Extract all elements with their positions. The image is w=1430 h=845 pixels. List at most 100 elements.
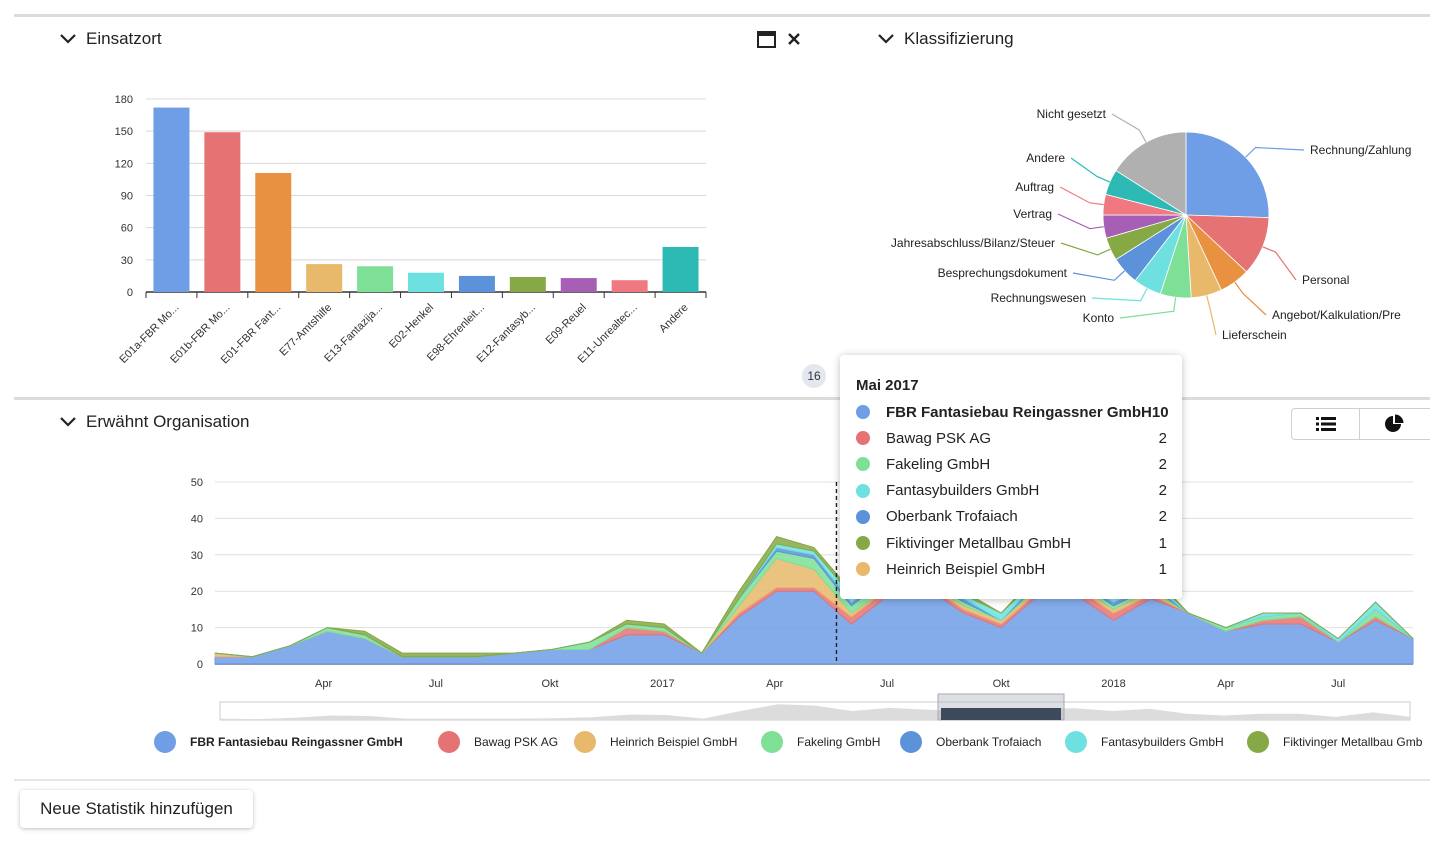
legend-item[interactable]: FBR Fantasiebau Reingassner GmbH xyxy=(154,730,403,754)
chevron-down-icon xyxy=(878,34,894,44)
tooltip-row: Fantasybuilders GmbH 2 xyxy=(856,481,1167,501)
y-tick-label: 0 xyxy=(127,287,133,299)
organisation-header[interactable]: Erwähnt Organisation xyxy=(60,412,249,432)
legend-label: Fiktivinger Metallbau Gmb xyxy=(1283,735,1423,749)
pie-label: Personal xyxy=(1302,273,1349,287)
y-tick-label: 180 xyxy=(115,94,133,106)
count-badge: 16 xyxy=(802,364,826,388)
klassifizierung-pie-chart: Rechnung/Zahlung Personal Angebot/Kalkulat… xyxy=(891,107,1412,342)
pie-connector xyxy=(1206,295,1217,336)
x-tick-label: Apr xyxy=(315,678,332,690)
pie-chart-icon xyxy=(1384,414,1403,432)
einsatzort-header[interactable]: Einsatzort xyxy=(60,29,162,49)
x-tick-label: 2018 xyxy=(1101,678,1125,690)
pie-connector xyxy=(1072,270,1126,281)
klassifizierung-header[interactable]: Klassifizierung xyxy=(878,29,1014,49)
bar xyxy=(611,280,648,292)
y-tick-label: 120 xyxy=(115,158,133,170)
legend-item[interactable]: Heinrich Beispiel GmbH xyxy=(574,730,737,754)
y-tick-label: 90 xyxy=(121,191,133,203)
x-tick-label: 2017 xyxy=(650,678,674,690)
tooltip-series-value: 1 xyxy=(1158,534,1167,552)
x-tick-label: Apr xyxy=(766,678,783,690)
x-tick-label: Okt xyxy=(542,678,559,690)
add-statistic-button[interactable]: Neue Statistik hinzufügen xyxy=(20,790,253,828)
legend-label: Fakeling GmbH xyxy=(797,735,881,749)
tooltip-series-name: Oberbank Trofaiach xyxy=(886,508,1018,526)
y-tick-label: 10 xyxy=(191,623,203,635)
y-tick-label: 150 xyxy=(115,126,133,138)
pie-label: Auftrag xyxy=(1015,180,1054,194)
einsatzort-title: Einsatzort xyxy=(86,29,162,48)
list-view-button[interactable] xyxy=(1292,409,1359,439)
chevron-down-icon xyxy=(60,417,76,427)
y-tick-label: 40 xyxy=(191,513,203,525)
x-tick-label: E02-Henkel xyxy=(387,302,436,351)
legend-label: Heinrich Beispiel GmbH xyxy=(610,735,738,749)
tooltip-series-value: 2 xyxy=(1158,482,1167,500)
y-tick-label: 50 xyxy=(191,477,203,489)
y-tick-label: 30 xyxy=(191,550,203,562)
legend-dot xyxy=(154,731,176,753)
legend-label: Oberbank Trofaiach xyxy=(936,735,1042,749)
bar xyxy=(560,278,597,292)
y-tick-label: 30 xyxy=(121,255,133,267)
pie-connector xyxy=(1070,157,1111,183)
x-tick-label: Andere xyxy=(657,302,691,336)
legend-item[interactable]: Oberbank Trofaiach xyxy=(900,730,1041,754)
pie-label: Andere xyxy=(1026,151,1065,165)
bar xyxy=(306,264,343,292)
close-icon[interactable] xyxy=(787,32,801,51)
x-tick-label: Okt xyxy=(993,678,1010,690)
pie-label: Jahresabschluss/Bilanz/Steuer xyxy=(891,236,1055,250)
pie-connector xyxy=(1059,186,1104,206)
organisation-title: Erwähnt Organisation xyxy=(86,412,250,431)
legend-item[interactable]: Fiktivinger Metallbau Gmb xyxy=(1247,730,1422,754)
tooltip-title: Mai 2017 xyxy=(856,377,919,394)
pie-connector xyxy=(1245,146,1305,158)
legend-dot xyxy=(900,731,922,753)
x-tick-label: Apr xyxy=(1217,678,1234,690)
view-toggle xyxy=(1291,408,1430,440)
pie-label: Konto xyxy=(1083,311,1115,325)
navigator-series xyxy=(220,704,1410,720)
tooltip-series-value: 1 xyxy=(1158,560,1167,578)
legend-item[interactable]: Bawag PSK AG xyxy=(438,730,558,754)
pie-view-button[interactable] xyxy=(1359,409,1427,439)
navigator-selected-series xyxy=(941,708,1061,720)
organisation-area-chart: 0 10 20 30 40 50 Apr Jul Okt 2017 Apr Jul Okt 2018 Apr… xyxy=(191,477,1414,721)
middle-divider xyxy=(14,397,1430,400)
legend-dot xyxy=(856,562,870,577)
list-icon xyxy=(1315,417,1336,431)
pie-connector xyxy=(1234,281,1267,316)
legend-dot xyxy=(438,731,460,753)
tooltip-row: FBR Fantasiebau Reingassner GmbH 10 xyxy=(856,402,1169,422)
legend-item[interactable]: Fakeling GmbH xyxy=(761,730,880,754)
legend-label: FBR Fantasiebau Reingassner GmbH xyxy=(190,735,403,749)
legend-label: Fantasybuilders GmbH xyxy=(1101,735,1224,749)
y-tick-label: 0 xyxy=(197,659,203,671)
bar xyxy=(357,266,394,292)
legend-item[interactable]: Fantasybuilders GmbH xyxy=(1065,730,1224,754)
chart-tooltip: Mai 2017 FBR Fantasiebau Reingassner Gmb… xyxy=(840,355,1182,599)
chevron-down-icon xyxy=(60,34,76,44)
legend-dot xyxy=(856,405,870,419)
pie-label: Besprechungsdokument xyxy=(938,266,1068,280)
maximize-icon[interactable] xyxy=(757,31,776,53)
tooltip-series-name: Fakeling GmbH xyxy=(886,455,991,473)
bar xyxy=(255,172,292,292)
legend-dot xyxy=(1065,731,1087,753)
y-tick-label: 60 xyxy=(121,223,133,235)
bottom-divider xyxy=(14,779,1430,781)
organisation-legend: FBR Fantasiebau Reingassner GmbH Bawag PS… xyxy=(0,730,1430,756)
x-tick-label: E09-Reuel xyxy=(544,302,589,347)
bar xyxy=(408,272,444,292)
tooltip-series-value: 2 xyxy=(1158,508,1167,526)
tooltip-series-value: 10 xyxy=(1151,403,1169,421)
bar xyxy=(509,276,546,292)
tooltip-row: Bawag PSK AG 2 xyxy=(856,428,1167,448)
pie-connector xyxy=(1119,297,1177,319)
klassifizierung-title: Klassifizierung xyxy=(904,29,1014,48)
legend-dot xyxy=(761,731,783,753)
